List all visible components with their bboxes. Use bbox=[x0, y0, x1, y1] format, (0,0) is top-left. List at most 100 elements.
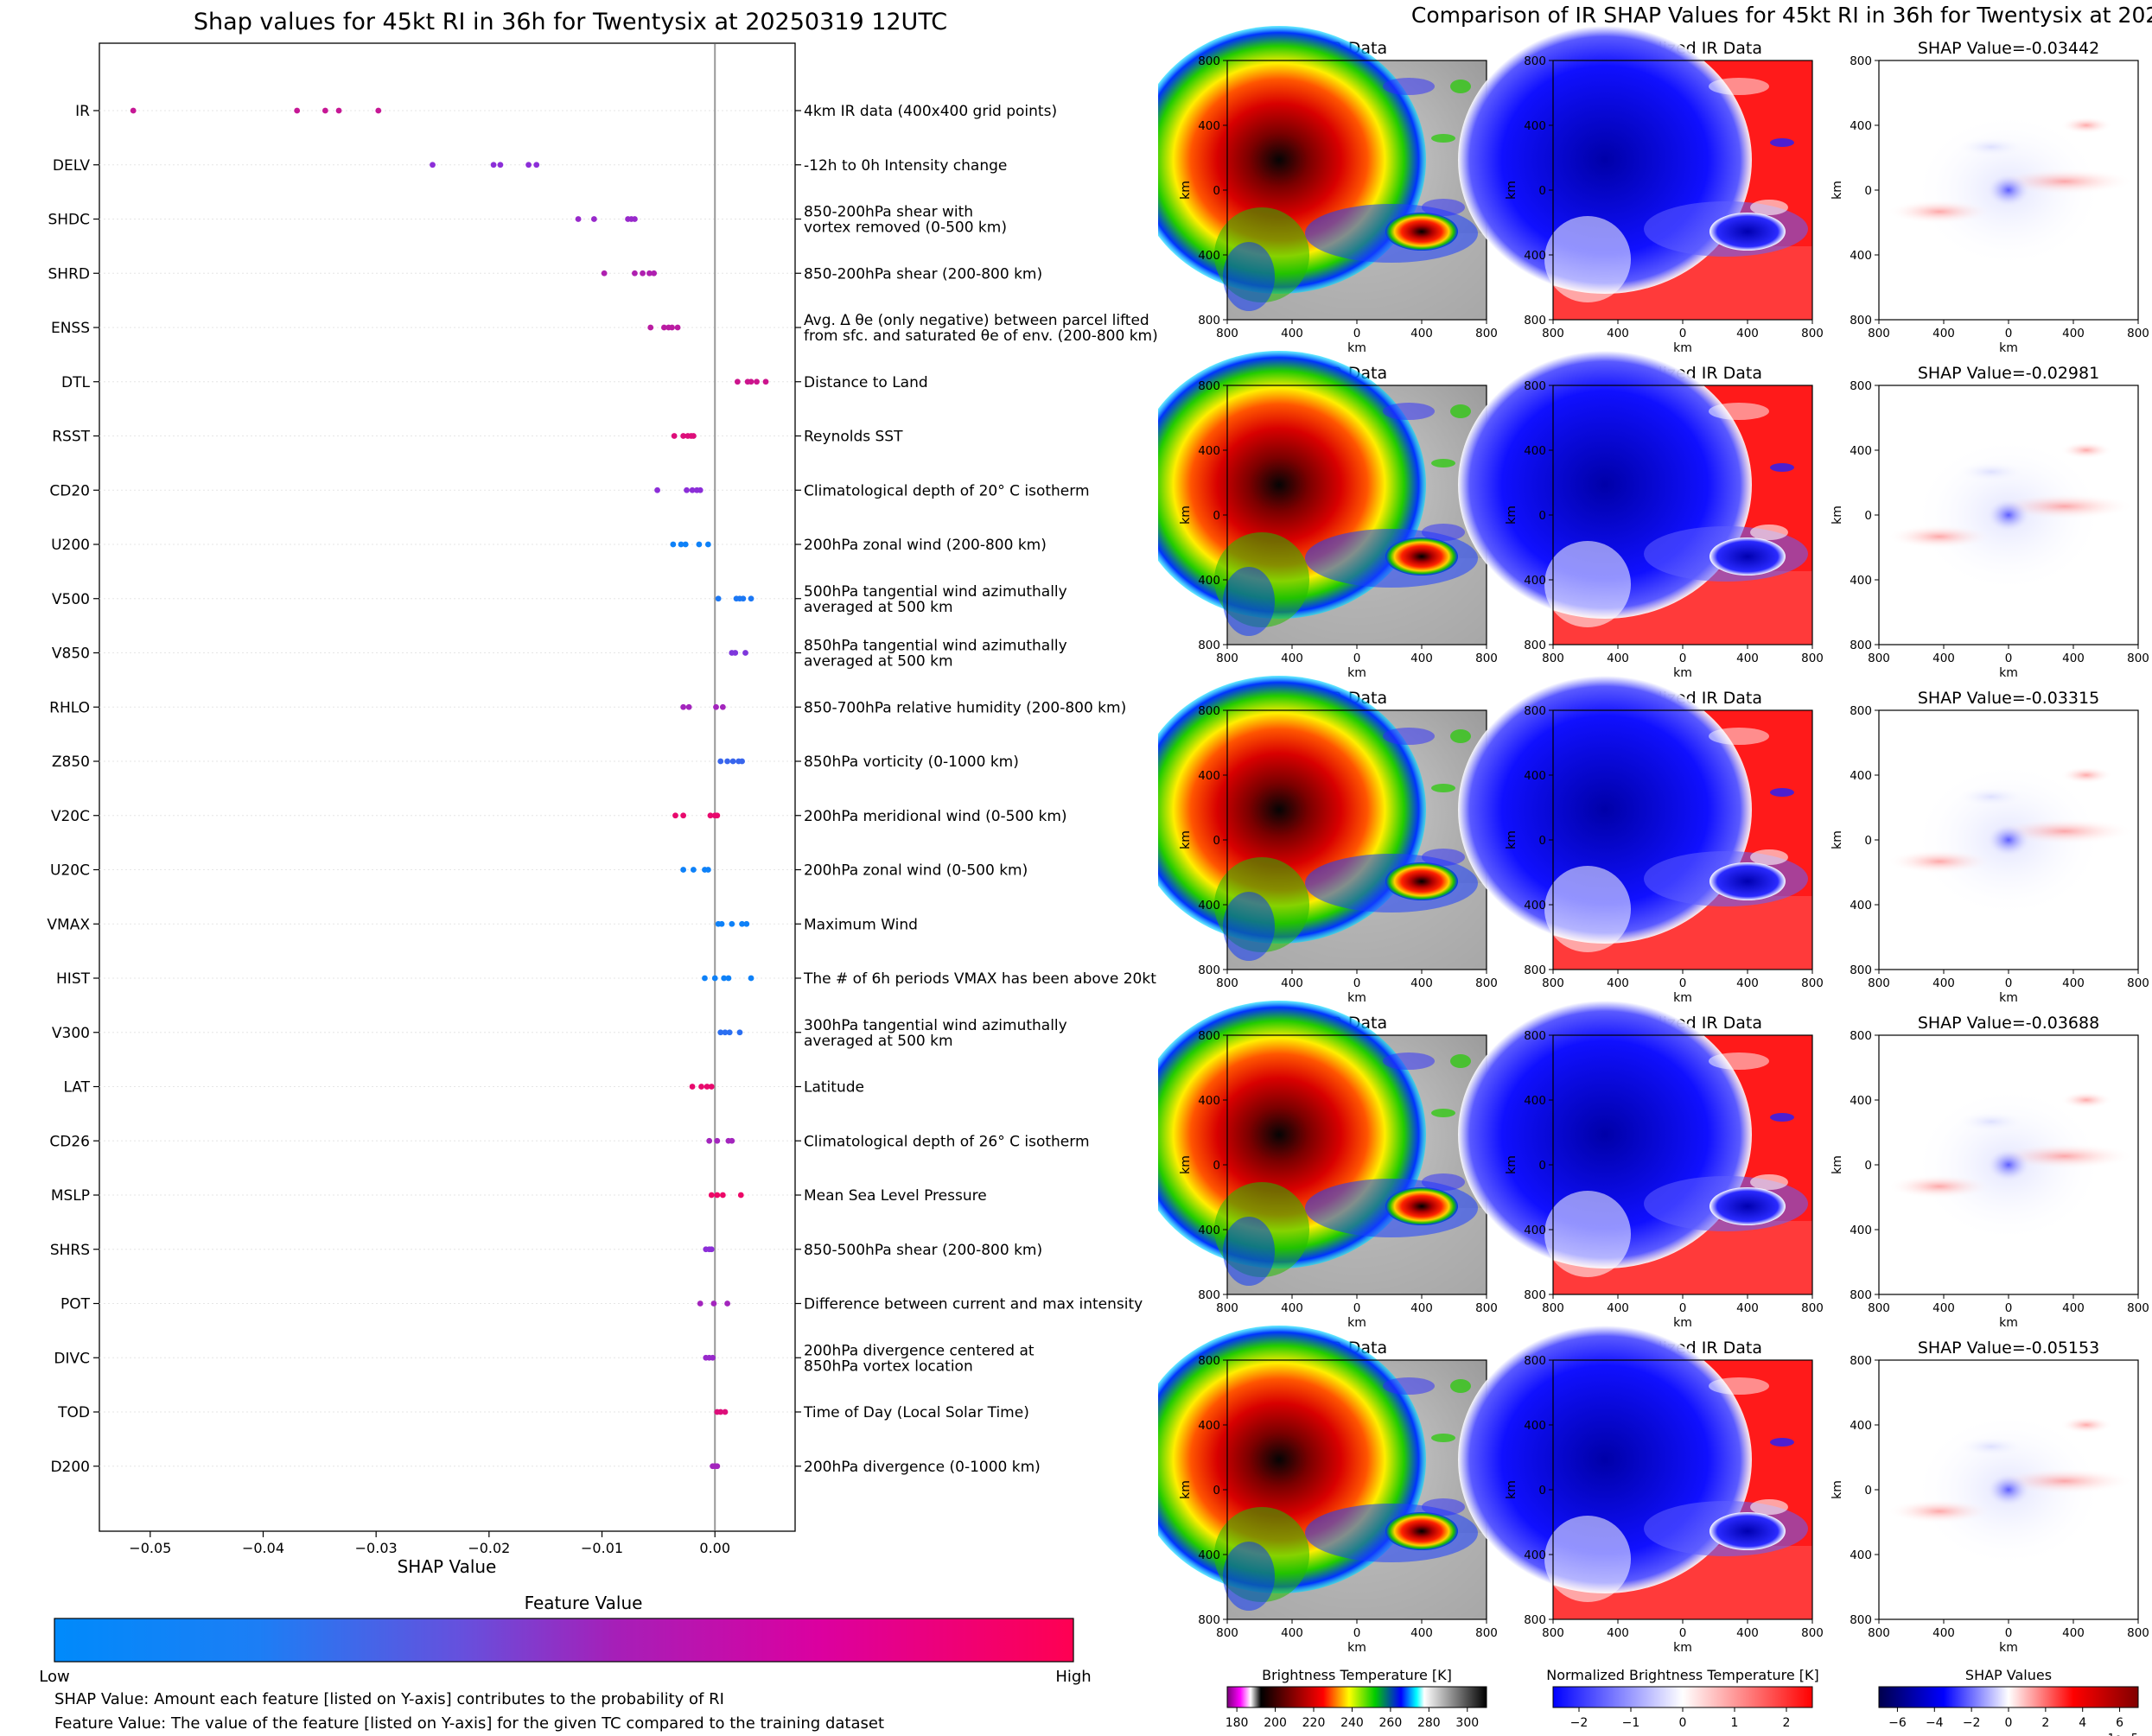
colorbar-tick-label: −1 bbox=[1622, 1716, 1640, 1730]
shap-points bbox=[130, 107, 769, 1470]
y-tick-label: 800 bbox=[1198, 1613, 1220, 1627]
panel-image bbox=[1458, 26, 1812, 320]
feature-description: Maximum Wind bbox=[804, 916, 918, 933]
panel-image bbox=[1458, 676, 1812, 970]
x-tick-label: 400 bbox=[1932, 1301, 1955, 1315]
shap-point bbox=[742, 650, 748, 656]
shap-summary-chart: Shap values for 45kt RI in 36h for Twent… bbox=[39, 9, 1157, 1733]
panel-image bbox=[1158, 676, 1487, 970]
x-tick-label: 800 bbox=[1801, 976, 1824, 990]
feature-description: 300hPa tangential wind azimuthally bbox=[804, 1017, 1067, 1034]
panel-image bbox=[1158, 1326, 1487, 1619]
y-tick-label: 400 bbox=[1198, 769, 1220, 783]
x-axis-label: km bbox=[1347, 991, 1366, 1005]
colorbar-title: Normalized Brightness Temperature [K] bbox=[1546, 1667, 1819, 1683]
colorbar-title: SHAP Values bbox=[1965, 1667, 2052, 1683]
shap-point bbox=[717, 1409, 724, 1415]
y-tick-label: 800 bbox=[1850, 314, 1872, 327]
x-tick-label: 0 bbox=[1353, 1626, 1361, 1640]
feature-description: 850hPa tangential wind azimuthally bbox=[804, 638, 1067, 655]
shap-point bbox=[748, 975, 754, 982]
shap-point bbox=[724, 758, 730, 765]
y-axis-label: km bbox=[1830, 1155, 1844, 1174]
shap-point bbox=[670, 541, 677, 548]
colorbar-gradient bbox=[1552, 1686, 1813, 1708]
x-tick-label: 800 bbox=[1475, 1301, 1498, 1315]
y-tick-label: 0 bbox=[1864, 509, 1872, 523]
y-tick-label: 800 bbox=[1524, 54, 1546, 68]
y-tick-label: 800 bbox=[1198, 54, 1220, 68]
normalized-ir-panel: Normalized IR Data8008004004000040040080… bbox=[1458, 26, 1824, 355]
y-tick-label: 400 bbox=[1198, 899, 1220, 913]
shap-point bbox=[739, 758, 745, 765]
shap-point bbox=[762, 378, 769, 385]
shap-point bbox=[525, 162, 532, 169]
x-tick-label: 800 bbox=[1475, 1626, 1498, 1640]
y-tick-label: 0 bbox=[1538, 509, 1546, 523]
ir-shap-comparison: Comparison of IR SHAP Values for 45kt RI… bbox=[1158, 3, 2152, 1736]
shap-point bbox=[722, 1409, 729, 1415]
y-tick-label: 0 bbox=[1864, 834, 1872, 848]
y-tick-label: 0 bbox=[1864, 184, 1872, 198]
x-tick-label: 800 bbox=[1801, 1626, 1824, 1640]
colorbar-title: Brightness Temperature [K] bbox=[1262, 1667, 1452, 1683]
y-tick-label: 400 bbox=[1198, 444, 1220, 458]
shap-point bbox=[717, 758, 724, 765]
colorbar-tick-label: 280 bbox=[1417, 1716, 1441, 1730]
shap-point bbox=[708, 1084, 715, 1090]
x-axis-label: km bbox=[1673, 1641, 1692, 1655]
x-tick-label: 0 bbox=[1679, 652, 1687, 665]
shap-point bbox=[647, 324, 654, 331]
y-tick-label: 800 bbox=[1850, 54, 1872, 68]
feature-label: DTL bbox=[61, 374, 90, 391]
x-tick-label: 0 bbox=[1679, 976, 1687, 990]
y-axis-label: km bbox=[1505, 1480, 1518, 1499]
x-axis-label: km bbox=[1999, 666, 2018, 680]
shap-point bbox=[729, 920, 735, 927]
shap-point bbox=[685, 703, 692, 710]
x-tick-label: 0 bbox=[1679, 327, 1687, 340]
colorbar-tick-label: 0 bbox=[2005, 1716, 2013, 1730]
shap-point bbox=[706, 1137, 713, 1144]
x-tick-label: 400 bbox=[1281, 652, 1303, 665]
feature-description: averaged at 500 km bbox=[804, 599, 953, 616]
shap-point bbox=[714, 1192, 721, 1199]
feature-label: V850 bbox=[52, 645, 90, 663]
x-tick-label: 400 bbox=[1736, 1626, 1759, 1640]
x-tick-label: 800 bbox=[1868, 976, 1890, 990]
feature-label: SHRD bbox=[48, 265, 90, 283]
plot-frame bbox=[99, 42, 796, 1532]
x-tick-label: 800 bbox=[1216, 1626, 1238, 1640]
panel-image bbox=[1158, 26, 1487, 320]
feature-description: 200hPa meridional wind (0-500 km) bbox=[804, 808, 1067, 825]
x-axis-label: km bbox=[1673, 991, 1692, 1005]
x-tick-label: 0 bbox=[2005, 976, 2013, 990]
x-tick-label: 0 bbox=[1679, 1301, 1687, 1315]
y-tick-label: 0 bbox=[1213, 834, 1220, 848]
shap-point bbox=[710, 1354, 716, 1361]
shap-point bbox=[732, 650, 739, 656]
shap-point bbox=[725, 975, 732, 982]
shap-point bbox=[654, 486, 660, 493]
feature-label: DELV bbox=[53, 157, 90, 175]
y-tick-label: 0 bbox=[1213, 509, 1220, 523]
y-tick-label: 800 bbox=[1524, 639, 1546, 652]
shap-point bbox=[680, 812, 687, 819]
feature-label: D200 bbox=[50, 1459, 90, 1476]
shap-point bbox=[736, 1029, 743, 1036]
colorbar-tick-label: 2 bbox=[2041, 1716, 2049, 1730]
colorbar-tick-label: 180 bbox=[1226, 1716, 1249, 1730]
shap-point bbox=[335, 107, 342, 114]
y-axis-label: km bbox=[1505, 830, 1518, 849]
panel-title: SHAP Value=-0.03315 bbox=[1918, 689, 2099, 708]
shap-map-panel: SHAP Value=-0.03688800800400400004004008… bbox=[1830, 1014, 2149, 1330]
shap-point bbox=[690, 433, 697, 439]
shap-point bbox=[671, 433, 678, 439]
x-tick-label: 400 bbox=[1736, 976, 1759, 990]
x-tick-label: 800 bbox=[1542, 327, 1564, 340]
x-tick-label: 400 bbox=[1736, 327, 1759, 340]
y-tick-label: 800 bbox=[1524, 963, 1546, 977]
y-tick-label: 0 bbox=[1538, 1159, 1546, 1173]
x-tick-label: 0 bbox=[1679, 1626, 1687, 1640]
normalized-ir-panel: Normalized IR Data8008004004000040040080… bbox=[1458, 676, 1824, 1005]
